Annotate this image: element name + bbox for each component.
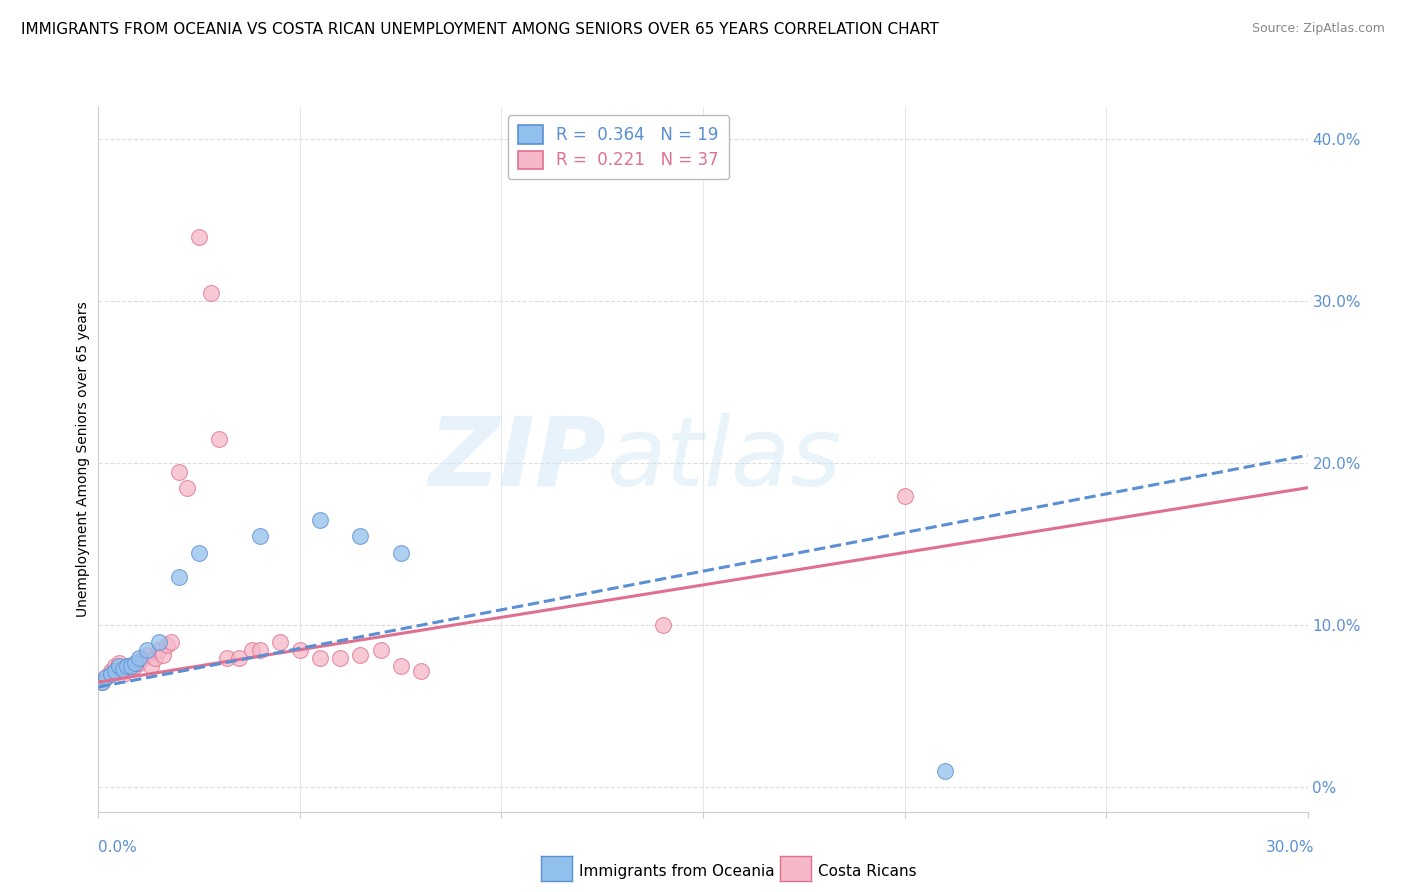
Point xyxy=(200,286,222,301)
Point xyxy=(148,634,170,648)
Point xyxy=(128,650,150,665)
Point xyxy=(120,662,142,676)
Point xyxy=(103,659,125,673)
Point xyxy=(107,656,129,670)
Point xyxy=(135,648,157,662)
Point xyxy=(103,664,125,678)
Point xyxy=(309,650,332,665)
Text: IMMIGRANTS FROM OCEANIA VS COSTA RICAN UNEMPLOYMENT AMONG SENIORS OVER 65 YEARS : IMMIGRANTS FROM OCEANIA VS COSTA RICAN U… xyxy=(21,22,939,37)
Point xyxy=(156,638,179,652)
Point xyxy=(115,659,138,673)
Y-axis label: Unemployment Among Seniors over 65 years: Unemployment Among Seniors over 65 years xyxy=(76,301,90,617)
Point xyxy=(188,229,211,244)
Point xyxy=(228,650,250,665)
Point xyxy=(176,481,198,495)
Point xyxy=(152,648,174,662)
Text: Immigrants from Oceania: Immigrants from Oceania xyxy=(579,864,775,879)
Point xyxy=(160,634,183,648)
Point xyxy=(249,642,271,657)
Point xyxy=(329,650,352,665)
Point xyxy=(135,642,157,657)
Point xyxy=(128,656,150,670)
Point xyxy=(124,659,146,673)
Point xyxy=(111,667,134,681)
Text: 0.0%: 0.0% xyxy=(98,840,138,855)
Point xyxy=(389,659,412,673)
Point xyxy=(115,659,138,673)
Point xyxy=(167,465,190,479)
Point xyxy=(651,618,673,632)
Point xyxy=(349,648,371,662)
Point xyxy=(148,642,170,657)
Point xyxy=(96,670,118,684)
Point xyxy=(143,650,166,665)
Point xyxy=(100,664,122,678)
Text: 30.0%: 30.0% xyxy=(1267,840,1315,855)
Point xyxy=(132,650,155,665)
Text: Costa Ricans: Costa Ricans xyxy=(818,864,917,879)
Point xyxy=(96,670,118,684)
Point xyxy=(188,545,211,559)
Point xyxy=(91,675,114,690)
Point xyxy=(208,432,231,446)
Point xyxy=(309,513,332,527)
Point xyxy=(249,529,271,543)
Text: Source: ZipAtlas.com: Source: ZipAtlas.com xyxy=(1251,22,1385,36)
Point xyxy=(409,664,432,678)
Point xyxy=(370,642,392,657)
Text: ZIP: ZIP xyxy=(429,413,606,506)
Point xyxy=(124,656,146,670)
Point xyxy=(240,642,263,657)
Point xyxy=(120,659,142,673)
Point xyxy=(389,545,412,559)
Point xyxy=(288,642,311,657)
Point xyxy=(91,675,114,690)
Point xyxy=(107,659,129,673)
Point xyxy=(139,659,162,673)
Point xyxy=(269,634,291,648)
Legend: R =  0.364   N = 19, R =  0.221   N = 37: R = 0.364 N = 19, R = 0.221 N = 37 xyxy=(508,115,728,179)
Point xyxy=(217,650,239,665)
Point xyxy=(893,489,915,503)
Text: atlas: atlas xyxy=(606,413,841,506)
Point xyxy=(111,662,134,676)
Point xyxy=(934,764,956,779)
Point xyxy=(100,667,122,681)
Point xyxy=(349,529,371,543)
Point xyxy=(167,570,190,584)
